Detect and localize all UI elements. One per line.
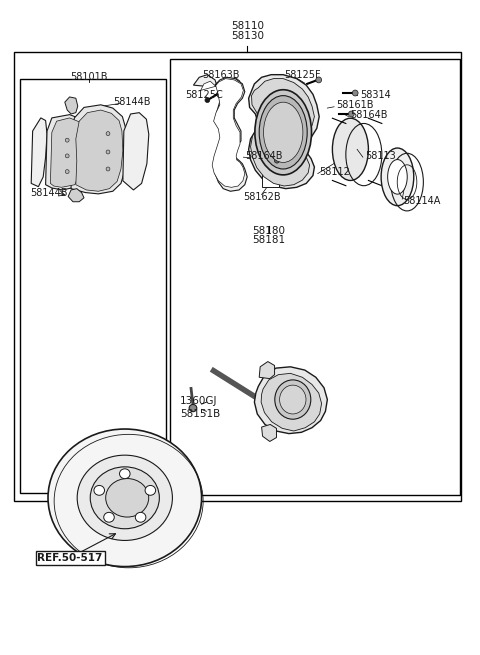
- Text: 58161B: 58161B: [336, 100, 373, 110]
- Text: 58114A: 58114A: [403, 196, 441, 206]
- Text: 58162B: 58162B: [243, 191, 280, 202]
- Polygon shape: [249, 75, 319, 189]
- Ellipse shape: [255, 90, 312, 175]
- Ellipse shape: [348, 111, 354, 117]
- Text: 58101B: 58101B: [70, 72, 108, 83]
- Polygon shape: [50, 118, 81, 187]
- Ellipse shape: [316, 77, 322, 83]
- Text: 1360GJ: 1360GJ: [180, 396, 217, 406]
- Text: 58180: 58180: [252, 225, 285, 236]
- Text: 58144B: 58144B: [30, 187, 67, 198]
- Ellipse shape: [120, 469, 130, 479]
- Text: 58164B: 58164B: [350, 109, 388, 120]
- Ellipse shape: [279, 385, 306, 414]
- Text: REF.50-517: REF.50-517: [37, 553, 103, 563]
- Ellipse shape: [381, 148, 414, 206]
- Ellipse shape: [65, 170, 69, 174]
- Polygon shape: [262, 424, 276, 441]
- Text: 58164B: 58164B: [245, 151, 282, 161]
- Polygon shape: [68, 189, 84, 202]
- Ellipse shape: [48, 429, 202, 567]
- Text: 58112: 58112: [319, 167, 350, 178]
- Ellipse shape: [332, 118, 369, 180]
- Ellipse shape: [65, 154, 69, 158]
- Ellipse shape: [264, 102, 303, 162]
- Ellipse shape: [104, 512, 114, 522]
- Polygon shape: [46, 115, 84, 190]
- Polygon shape: [193, 75, 247, 191]
- Ellipse shape: [205, 98, 210, 103]
- Text: 58113: 58113: [365, 151, 396, 161]
- Polygon shape: [251, 79, 314, 186]
- Ellipse shape: [189, 404, 197, 412]
- Bar: [170, 59, 460, 495]
- Bar: [14, 52, 461, 501]
- Polygon shape: [71, 105, 127, 194]
- Polygon shape: [31, 118, 47, 187]
- Ellipse shape: [275, 380, 311, 419]
- Polygon shape: [123, 113, 149, 190]
- Ellipse shape: [106, 150, 110, 154]
- Ellipse shape: [90, 467, 159, 529]
- Ellipse shape: [65, 138, 69, 142]
- Polygon shape: [259, 362, 275, 379]
- Text: 58125F: 58125F: [284, 70, 321, 81]
- Polygon shape: [65, 97, 78, 114]
- Text: 58110: 58110: [231, 21, 264, 31]
- Text: 58163B: 58163B: [202, 70, 240, 81]
- Bar: [20, 79, 166, 493]
- Ellipse shape: [135, 512, 146, 522]
- Polygon shape: [261, 373, 322, 431]
- Text: 58151B: 58151B: [180, 409, 220, 419]
- Polygon shape: [76, 110, 123, 191]
- Ellipse shape: [106, 132, 110, 136]
- Ellipse shape: [94, 485, 105, 495]
- Ellipse shape: [145, 485, 156, 495]
- Ellipse shape: [259, 96, 307, 169]
- Text: 58144B: 58144B: [113, 96, 150, 107]
- Text: 58125C: 58125C: [185, 90, 223, 100]
- Ellipse shape: [106, 479, 149, 517]
- Ellipse shape: [388, 160, 407, 194]
- Ellipse shape: [106, 167, 110, 171]
- Text: 58181: 58181: [252, 235, 286, 246]
- Polygon shape: [201, 79, 245, 187]
- Bar: [262, 165, 279, 187]
- Text: 58130: 58130: [231, 31, 264, 41]
- Polygon shape: [254, 367, 327, 434]
- Ellipse shape: [275, 158, 279, 163]
- Ellipse shape: [77, 455, 172, 540]
- Text: 58314: 58314: [360, 90, 391, 100]
- Ellipse shape: [352, 90, 358, 96]
